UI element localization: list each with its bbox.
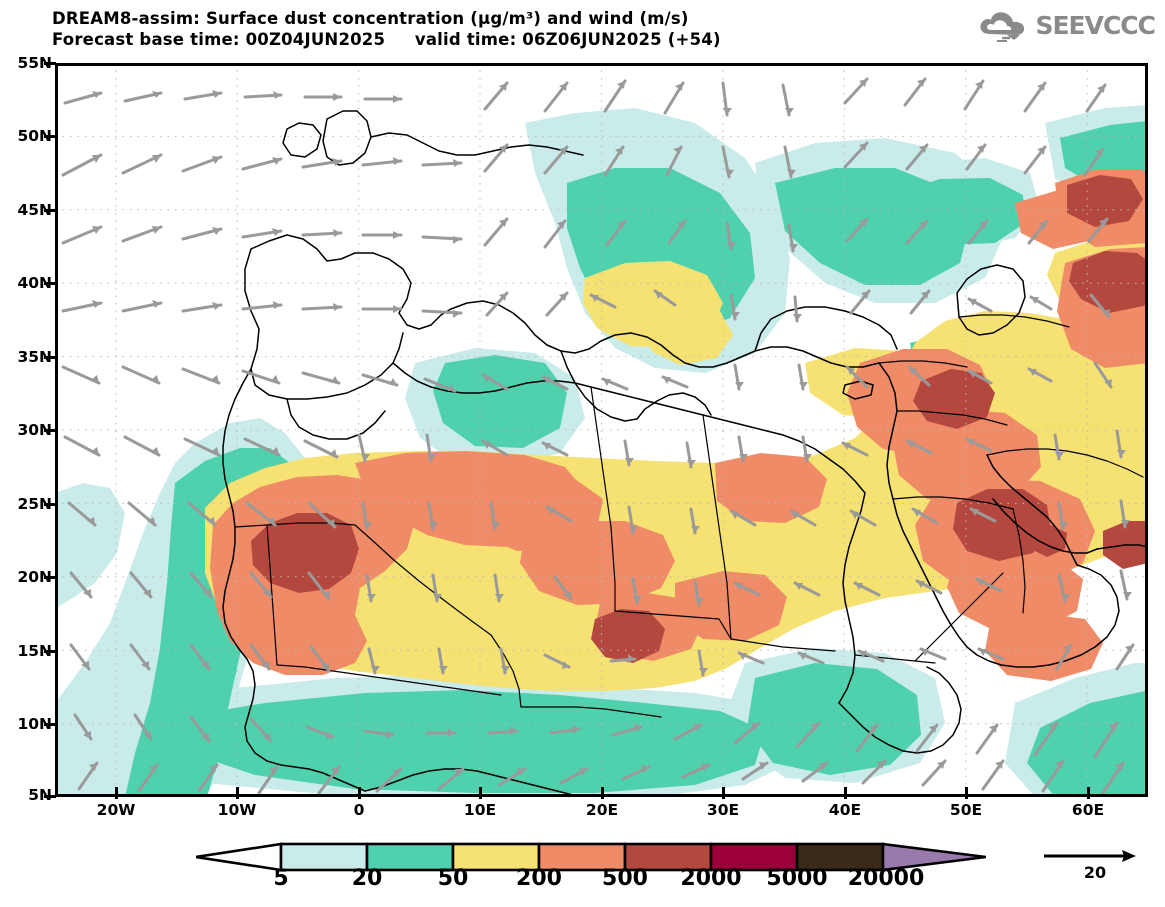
x-tick-mark: [965, 787, 968, 799]
colorbar-label-20: 20: [351, 866, 383, 891]
y-tick-mark: [44, 795, 56, 798]
x-tick-mark: [722, 787, 725, 799]
logo-text: SEEVCCC: [1035, 10, 1156, 40]
y-tick-label-30N: 30N: [17, 421, 52, 439]
y-tick-label-15N: 15N: [17, 642, 52, 660]
x-tick-mark: [115, 787, 118, 799]
wind-vector-field: [61, 77, 1135, 795]
wind-key-label: 20: [1083, 863, 1107, 882]
cloud-icon: [980, 12, 1025, 42]
y-tick-label-35N: 35N: [17, 348, 52, 366]
forecast-time-line: Forecast base time: 00Z04JUN2025 valid t…: [52, 30, 721, 49]
chart-title-block: DREAM8-assim: Surface dust concentration…: [52, 8, 1032, 50]
x-tick-label-50E: 50E: [949, 801, 983, 819]
colorbar-svg[interactable]: [196, 840, 986, 874]
x-tick-label-40E: 40E: [828, 801, 862, 819]
y-tick-mark: [44, 429, 56, 432]
y-tick-mark: [44, 576, 56, 579]
y-tick-label-5N: 5N: [28, 786, 52, 804]
x-tick-mark: [844, 787, 847, 799]
y-tick-label-55N: 55N: [17, 54, 52, 72]
colorbar-swatch-200-500: [537, 842, 627, 872]
y-tick-mark: [44, 62, 56, 65]
colorbar-label-2000: 2000: [680, 866, 742, 891]
y-tick-mark: [44, 650, 56, 653]
y-tick-mark: [44, 135, 56, 138]
y-tick-mark: [44, 356, 56, 359]
y-tick-label-50N: 50N: [17, 127, 52, 145]
colorbar-over-arrow: [881, 842, 986, 872]
colorbar-label-50: 50: [437, 866, 469, 891]
y-tick-mark: [44, 282, 56, 285]
x-tick-label-10W: 10W: [217, 801, 257, 819]
wind-key-arrow-icon: [1044, 850, 1136, 862]
x-tick-mark: [479, 787, 482, 799]
colorbar-tick-labels: 5 20 50 200 500 2000 5000 20000: [196, 866, 986, 896]
seevccc-logo: SEEVCCC: [977, 8, 1156, 42]
colorbar-swatch-5000-20000: [795, 842, 885, 872]
y-tick-mark: [44, 503, 56, 506]
map-canvas[interactable]: [55, 63, 1148, 797]
x-tick-mark: [1087, 787, 1090, 799]
colorbar-label-5000: 5000: [766, 866, 828, 891]
x-tick-label-30E: 30E: [706, 801, 740, 819]
x-tick-label-60E: 60E: [1071, 801, 1105, 819]
y-tick-mark: [44, 723, 56, 726]
coastline-overlay: [222, 110, 1148, 796]
x-tick-mark: [236, 787, 239, 799]
x-tick-label-20E: 20E: [585, 801, 619, 819]
colorbar[interactable]: [196, 840, 986, 874]
y-tick-mark: [44, 209, 56, 212]
x-tick-label-10E: 10E: [463, 801, 497, 819]
x-tick-mark: [601, 787, 604, 799]
colorbar-label-500: 500: [602, 866, 648, 891]
colorbar-swatch-20-50: [365, 842, 455, 872]
colorbar-label-20000: 20000: [847, 866, 925, 891]
y-tick-label-25N: 25N: [17, 495, 52, 513]
wind-scale-key: 20: [1040, 845, 1150, 891]
dust-concentration-map[interactable]: [55, 63, 1148, 797]
x-tick-mark: [358, 787, 361, 799]
x-tick-label-0: 0: [353, 801, 365, 819]
y-tick-label-45N: 45N: [17, 201, 52, 219]
page-title: DREAM8-assim: Surface dust concentration…: [52, 9, 689, 28]
y-tick-label-10N: 10N: [17, 715, 52, 733]
y-tick-label-40N: 40N: [17, 274, 52, 292]
y-tick-label-20N: 20N: [17, 568, 52, 586]
x-tick-label-20W: 20W: [96, 801, 136, 819]
colorbar-label-200: 200: [516, 866, 562, 891]
colorbar-label-5: 5: [273, 866, 289, 891]
colorbar-swatch-2000-5000: [709, 842, 799, 872]
